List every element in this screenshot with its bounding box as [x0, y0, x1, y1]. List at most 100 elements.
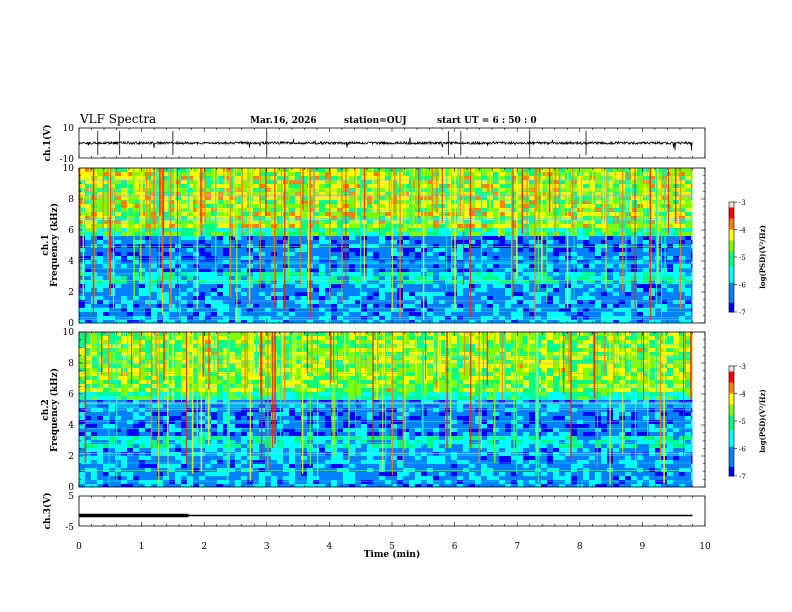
spectrogram-cell	[313, 272, 320, 277]
spectrogram-cell	[301, 276, 308, 281]
spectrogram-cell	[253, 276, 260, 281]
spectrogram-cell	[241, 224, 248, 229]
spectrogram-cell	[121, 380, 128, 385]
spectrogram-cell	[337, 260, 344, 265]
spectrogram-cell	[181, 288, 188, 293]
spectrogram-cell	[289, 320, 296, 323]
spectrogram-cell	[85, 184, 92, 189]
spectrogram-cell	[385, 176, 392, 181]
spectrogram-cell	[541, 172, 548, 177]
spectrogram-cell	[313, 220, 320, 225]
spectrogram-cell	[265, 248, 272, 253]
spectrogram-cell	[289, 260, 296, 265]
spectrogram-cell	[475, 316, 482, 321]
spectrogram-cell	[235, 192, 242, 197]
spectrogram-cell	[337, 284, 344, 289]
spectrogram-cell	[439, 240, 446, 245]
spectrogram-cell	[499, 228, 506, 233]
spectrogram-cell	[187, 248, 194, 253]
spectrogram-cell	[295, 252, 302, 257]
spectrogram-cell	[475, 168, 482, 173]
spectrogram-cell	[217, 176, 224, 181]
spectrogram-cell	[169, 284, 176, 289]
spectrogram-cell	[415, 276, 422, 281]
spectrogram-cell	[85, 240, 92, 245]
spectrogram-cell	[451, 260, 458, 265]
spectrogram-cell	[115, 300, 122, 305]
spectrogram-cell	[367, 272, 374, 277]
spectrogram-cell	[493, 300, 500, 305]
spectrogram-cell	[181, 316, 188, 321]
spectrogram-cell	[643, 200, 650, 205]
spectrogram-cell	[169, 264, 176, 269]
spectrogram-cell	[517, 200, 524, 205]
spectrogram-cell	[265, 276, 272, 281]
spectrogram-cell	[145, 260, 152, 265]
spectrogram-cell	[535, 308, 542, 313]
spectrogram-cell	[205, 224, 212, 229]
spectrogram-cell	[391, 264, 398, 269]
spectrogram-cell	[553, 236, 560, 241]
spectrogram-cell	[469, 296, 476, 301]
spectrogram-cell	[403, 228, 410, 233]
spectrogram-cell	[175, 288, 182, 293]
spectrogram-cell	[439, 248, 446, 253]
spectrogram-cell	[145, 184, 152, 189]
spectrogram-cell	[145, 168, 152, 173]
spectrogram-cell	[367, 212, 374, 217]
spectrogram-cell	[205, 300, 212, 305]
spectrogram-cell	[559, 272, 566, 277]
figure-title: VLF Spectra	[79, 112, 156, 126]
spectrogram-cell	[547, 320, 554, 323]
spectrogram-cell	[91, 416, 98, 421]
spectrogram-cell	[145, 320, 152, 323]
spectrogram-cell	[553, 316, 560, 321]
spectrogram-cell	[655, 296, 662, 301]
spectrogram-cell	[91, 380, 98, 385]
spectrogram-cell	[175, 312, 182, 317]
spectrogram-cell	[577, 216, 584, 221]
spectrogram-cell	[217, 216, 224, 221]
spectrogram-cell	[349, 180, 356, 185]
spectrogram-cell	[493, 236, 500, 241]
spectrogram-cell	[601, 252, 608, 257]
spectrogram-cell	[145, 460, 152, 465]
spectrogram-cell	[481, 296, 488, 301]
spectrogram-cell	[277, 224, 284, 229]
spectrogram-cell	[667, 264, 674, 269]
spectrogram-cell	[469, 224, 476, 229]
spectrogram-cell	[355, 216, 362, 221]
spectrogram-cell	[145, 304, 152, 309]
spectrogram-cell	[121, 360, 128, 365]
spectrogram-cell	[145, 408, 152, 413]
spectrogram-cell	[337, 184, 344, 189]
spectrogram-cell	[577, 236, 584, 241]
spectrogram-cell	[385, 304, 392, 309]
spectrogram-cell	[493, 212, 500, 217]
spectrogram-cell	[349, 272, 356, 277]
spectrogram-cell	[481, 168, 488, 173]
spectrogram-cell	[97, 184, 104, 189]
spectrogram-cell	[163, 288, 170, 293]
spectrogram-cell	[259, 304, 266, 309]
spectrogram-cell	[181, 252, 188, 257]
spectrogram-cell	[175, 276, 182, 281]
spectrogram-cell	[223, 312, 230, 317]
spectrogram-cell	[97, 428, 104, 433]
spectrogram-cell	[541, 200, 548, 205]
spectrogram-cell	[163, 240, 170, 245]
spectrogram-cell	[373, 232, 380, 237]
spectrogram-cell	[331, 288, 338, 293]
spectrogram-cell	[85, 232, 92, 237]
spectrogram-cell	[181, 232, 188, 237]
spectrogram-cell	[583, 224, 590, 229]
spectrogram-cell	[469, 180, 476, 185]
spectrogram-cell	[289, 272, 296, 277]
spectrogram-cell	[529, 248, 536, 253]
spectrogram-cell	[451, 304, 458, 309]
spectrogram-cell	[631, 176, 638, 181]
spectrogram-cell	[79, 276, 86, 281]
spectrogram-cell	[607, 180, 614, 185]
spectrogram-cell	[187, 316, 194, 321]
